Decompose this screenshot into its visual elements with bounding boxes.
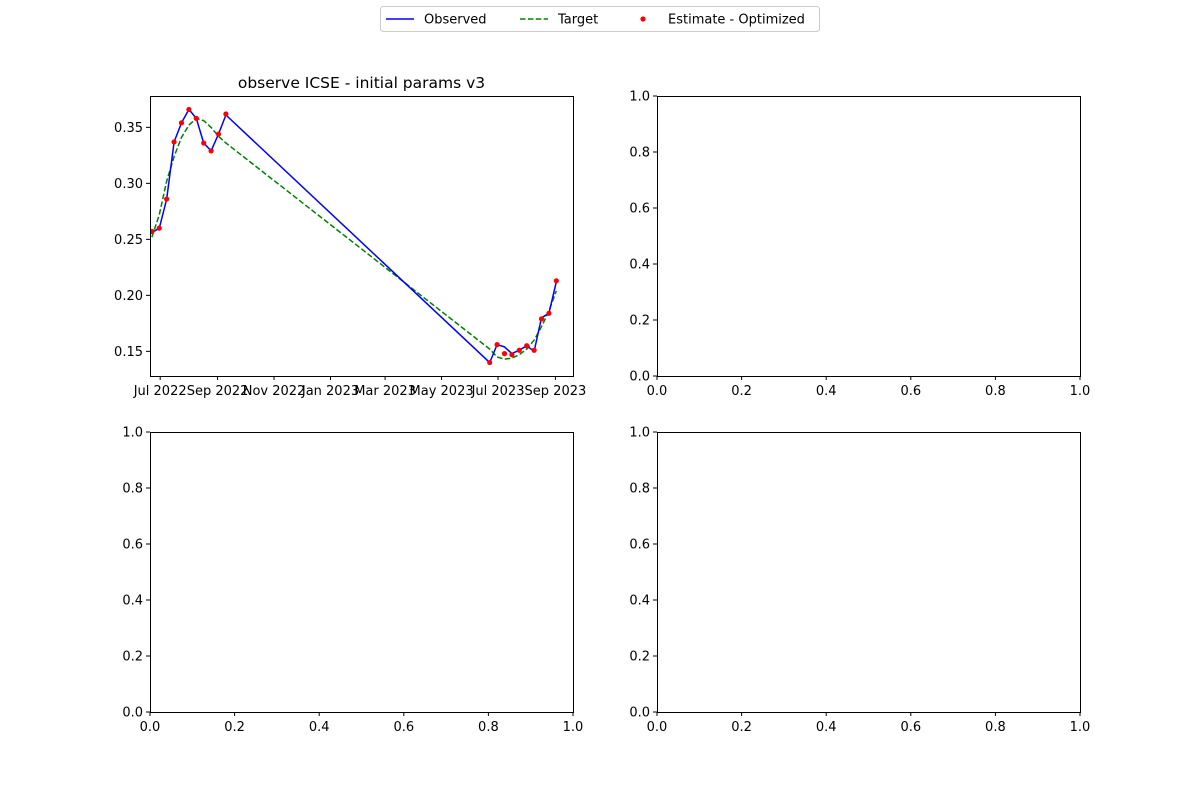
legend-observed-label: Observed: [424, 13, 487, 28]
axes-frame: [657, 432, 1081, 713]
target-line: [151, 117, 558, 360]
axes-ticks: 0.0 0.2 0.4 0.6 0.8 1.0 0.0 0.2 0.4 0.6 0.8 1.0: [629, 90, 1090, 400]
y-tick-label: 1.0: [122, 426, 143, 441]
y-tick-label: 1.0: [629, 426, 650, 441]
x-tick-label: Nov 2022: [243, 384, 306, 399]
estimate-optimized-point: [208, 148, 214, 154]
estimate-optimized-point: [509, 352, 515, 358]
y-tick-label: 0.0: [122, 706, 143, 721]
y-tick-label: 0.2: [122, 650, 143, 665]
x-tick-label: 0.2: [731, 720, 752, 735]
axes-ticks: 0.0 0.2 0.4 0.6 0.8 1.0 0.0 0.2 0.4 0.6 0.8 1.0: [629, 426, 1090, 736]
estimate-optimized-point: [215, 131, 222, 137]
x-tick-label: Sep 2022: [187, 384, 249, 399]
x-tick-label: 0.8: [985, 720, 1006, 735]
legend-estimate-label: Estimate - Optimized: [668, 13, 805, 28]
axes-frame: [150, 96, 574, 377]
subplot-empty-bottom-right: 0.0 0.2 0.4 0.6 0.8 1.0 0.0 0.2 0.4 0.6 0.8 1.0: [629, 426, 1090, 736]
plot-area: [150, 106, 559, 366]
y-tick-label: 0.25: [114, 233, 143, 248]
estimate-optimized-point: [546, 310, 552, 316]
x-tick-label: 0.4: [309, 720, 330, 735]
x-tick-label: 0.2: [224, 720, 245, 735]
subplot-empty-bottom-left: 0.0 0.2 0.4 0.6 0.8 1.0 0.0 0.2 0.4 0.6 0.8 1.0: [122, 426, 583, 736]
estimate-optimized-point: [487, 359, 493, 366]
x-tick-label: Jul 2022: [133, 384, 187, 399]
x-tick-label: 1.0: [1070, 384, 1091, 399]
estimate-optimized-point: [164, 196, 170, 202]
x-tick-label: 1.0: [1070, 720, 1091, 735]
y-tick-label: 0.4: [629, 594, 650, 609]
estimate-optimized-point: [501, 351, 508, 357]
y-tick-label: 0.0: [629, 706, 650, 721]
x-tick-label: 0.0: [647, 720, 668, 735]
y-tick-label: 0.8: [629, 146, 650, 161]
y-tick-label: 0.6: [122, 538, 143, 553]
x-tick-label: 0.0: [647, 384, 668, 399]
y-tick-label: 0.2: [629, 314, 650, 329]
x-tick-label: 0.8: [478, 720, 499, 735]
x-tick-label: 0.6: [393, 720, 414, 735]
x-tick-label: 0.2: [731, 384, 752, 399]
axes-frame: [150, 432, 574, 713]
x-tick-label: Jul 2023: [471, 384, 525, 399]
y-tick-label: 0.0: [629, 370, 650, 385]
x-tick-label: 0.6: [900, 720, 921, 735]
x-tick-label: Mar 2023: [354, 384, 416, 399]
estimate-optimized-point: [516, 347, 522, 353]
estimate-optimized-point: [531, 347, 537, 353]
y-tick-label: 1.0: [629, 90, 650, 105]
subplot-empty-top-right: 0.0 0.2 0.4 0.6 0.8 1.0 0.0 0.2 0.4 0.6 0.8 1.0: [629, 90, 1090, 400]
chart-title: observe ICSE - initial params v3: [238, 74, 485, 92]
estimate-optimized-point: [201, 140, 207, 146]
estimate-optimized-point: [553, 278, 559, 284]
y-tick-label: 0.8: [629, 482, 650, 497]
subplot-observe-icse: observe ICSE - initial params v3 Jul 202…: [114, 74, 586, 399]
estimate-optimized-point: [193, 115, 199, 121]
legend-frame: [380, 6, 820, 32]
estimate-optimized-point: [223, 111, 229, 117]
x-tick-label: Sep 2023: [525, 384, 587, 399]
estimate-optimized-point: [524, 343, 530, 349]
estimate-optimized-point: [156, 225, 162, 231]
estimate-optimized-point: [186, 106, 192, 113]
x-tick-label: 0.6: [900, 384, 921, 399]
y-tick-label: 0.30: [114, 177, 143, 192]
x-tick-label: May 2023: [410, 384, 474, 399]
axes-ticks: 0.0 0.2 0.4 0.6 0.8 1.0 0.0 0.2 0.4 0.6 0.8 1.0: [122, 426, 583, 736]
estimate-optimized-point: [178, 120, 185, 126]
x-tick-label: 0.8: [985, 384, 1006, 399]
estimate-optimized-point: [494, 342, 500, 348]
y-tick-label: 0.6: [629, 202, 650, 217]
estimate-optimized-point: [171, 139, 177, 145]
x-tick-label: 0.0: [140, 720, 161, 735]
legend-estimate-swatch: [640, 16, 646, 22]
x-tick-label: 0.4: [816, 720, 837, 735]
y-tick-label: 0.4: [629, 258, 650, 273]
y-tick-label: 0.2: [629, 650, 650, 665]
axes-frame: [657, 96, 1081, 377]
x-tick-label: Jan 2023: [301, 384, 359, 399]
y-tick-label: 0.4: [122, 594, 143, 609]
estimate-optimized-point: [538, 316, 545, 322]
y-tick-label: 0.20: [114, 289, 143, 304]
estimate-optimized-point: [150, 228, 155, 235]
y-tick-label: 0.35: [114, 121, 143, 136]
y-tick-label: 0.15: [114, 345, 143, 360]
x-tick-label: 0.4: [816, 384, 837, 399]
x-tick-label: 1.0: [563, 720, 584, 735]
legend-target-label: Target: [557, 13, 598, 28]
y-tick-label: 0.6: [629, 538, 650, 553]
y-tick-label: 0.8: [122, 482, 143, 497]
legend: Observed Target Estimate - Optimized: [380, 6, 820, 32]
